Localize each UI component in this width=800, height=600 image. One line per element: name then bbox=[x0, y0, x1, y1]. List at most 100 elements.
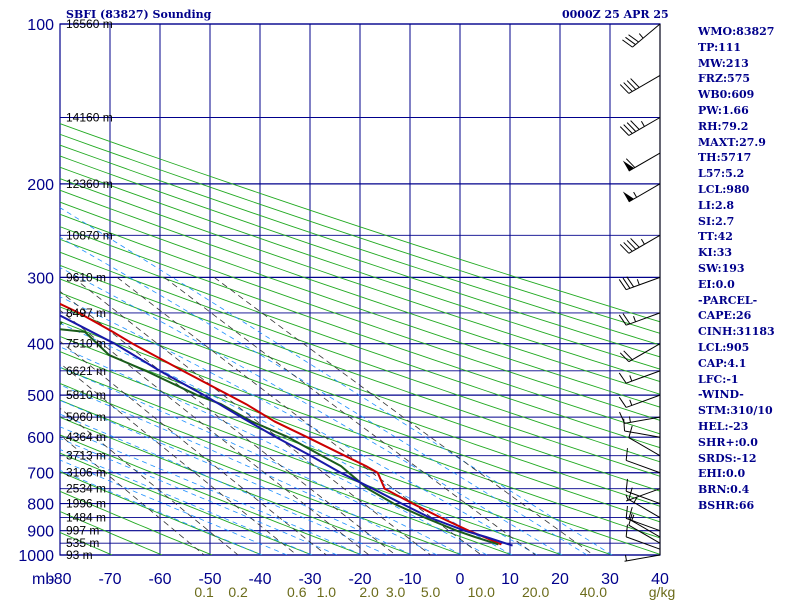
dry-adiabat bbox=[60, 133, 660, 334]
wind-barb-feather bbox=[625, 506, 628, 519]
dry-adiabat bbox=[60, 452, 313, 555]
stability-index: SW:193 bbox=[698, 261, 745, 275]
wind-barb-half-feather bbox=[636, 279, 640, 286]
wind-barb-feather bbox=[618, 396, 627, 408]
stability-index: TT:42 bbox=[698, 230, 733, 244]
dry-adiabat bbox=[60, 335, 660, 555]
wind-barb-staff bbox=[628, 518, 661, 538]
wind-barb-feather bbox=[618, 279, 627, 290]
temperature-tick-label: -40 bbox=[248, 571, 271, 588]
wind-barb-feather bbox=[623, 82, 633, 92]
temperature-tick-label: 20 bbox=[551, 571, 569, 588]
wind-barb-staff bbox=[626, 517, 661, 532]
wind-barb-half-feather bbox=[633, 497, 638, 503]
wind-barb-half-feather bbox=[640, 121, 645, 127]
dry-adiabat bbox=[60, 278, 660, 492]
dry-adiabat bbox=[60, 123, 660, 323]
stability-index: HEL:-23 bbox=[698, 419, 749, 433]
wind-barb bbox=[619, 343, 661, 363]
wind-barb-feather bbox=[625, 478, 628, 492]
wind-barb-staff bbox=[626, 536, 661, 550]
wind-barb-half-feather bbox=[629, 375, 633, 382]
wind-barb bbox=[622, 23, 661, 48]
wind-barb-feather bbox=[626, 122, 637, 132]
moist-adiabat bbox=[60, 267, 563, 555]
dry-adiabat bbox=[60, 264, 660, 477]
wind-barb-staff bbox=[626, 459, 661, 474]
dry-adiabat bbox=[60, 416, 413, 555]
dry-adiabat bbox=[60, 166, 660, 370]
dry-adiabat bbox=[60, 144, 660, 346]
wind-barb-feather bbox=[625, 36, 636, 45]
stability-index: LCL:980 bbox=[698, 182, 750, 196]
wind-barb-pennant bbox=[622, 160, 635, 172]
wind-barb-staff bbox=[628, 343, 661, 363]
wind-barb-half-feather bbox=[625, 494, 629, 501]
stability-index-list: WMO:83827 TP:111 MW:213 FRZ:575 WB0:609 PW:1.… bbox=[698, 24, 775, 514]
mixing-ratio-line bbox=[72, 277, 431, 555]
mixing-ratio-line bbox=[60, 340, 327, 555]
mixing-ratio-label: 2.0 bbox=[359, 584, 379, 600]
wind-barb-staff bbox=[624, 416, 661, 424]
height-label: 3106 m bbox=[66, 466, 106, 480]
moist-adiabat bbox=[60, 296, 538, 555]
wind-barb-staff bbox=[626, 312, 661, 326]
wind-barb bbox=[625, 488, 661, 502]
wind-barb bbox=[628, 506, 661, 538]
wind-barb-feather bbox=[625, 524, 628, 537]
height-label: 10870 m bbox=[66, 228, 113, 242]
wind-barb-feather bbox=[623, 242, 633, 252]
height-label: 12360 m bbox=[66, 177, 113, 191]
stability-index: WMO:83827 bbox=[698, 25, 775, 38]
temperature-tick-label: -10 bbox=[398, 571, 421, 588]
stability-index: SHR+:0.0 bbox=[698, 435, 758, 449]
stability-index: FRZ:575 bbox=[698, 72, 751, 86]
moist-adiabat bbox=[60, 399, 413, 555]
height-label: 7510 m bbox=[66, 337, 106, 351]
temperature-tick-label: -50 bbox=[198, 571, 221, 588]
mixing-ratio-label: 0.2 bbox=[228, 584, 248, 600]
height-label: 5810 m bbox=[66, 388, 106, 402]
height-label: 3713 m bbox=[66, 449, 106, 463]
wind-barb-staff bbox=[624, 430, 661, 438]
wind-barb-feather bbox=[628, 513, 633, 526]
height-label: 6621 m bbox=[66, 364, 106, 378]
dry-adiabat bbox=[60, 292, 660, 507]
wind-barb-feather bbox=[630, 78, 640, 88]
temperature-tick-label: 30 bbox=[601, 571, 619, 588]
dry-adiabat bbox=[60, 201, 660, 408]
mixing-ratio-label: 10.0 bbox=[468, 584, 495, 600]
mixing-ratio-unit: g/kg bbox=[649, 584, 675, 600]
wind-barb bbox=[619, 234, 661, 254]
temperature-tick-label: -70 bbox=[98, 571, 121, 588]
mixing-ratio-line bbox=[164, 277, 536, 555]
dry-adiabat bbox=[60, 178, 660, 382]
wind-barb-half-feather bbox=[638, 33, 644, 39]
height-label: 16560 m bbox=[66, 17, 113, 31]
stability-index: BSHR:66 bbox=[698, 498, 755, 512]
stability-index: BRN:0.4 bbox=[698, 483, 750, 497]
pressure-tick-label: 500 bbox=[27, 388, 54, 405]
height-label: 997 m bbox=[66, 524, 99, 538]
stability-index: KI:33 bbox=[698, 246, 733, 260]
stability-index: -PARCEL- bbox=[698, 293, 758, 307]
wind-barb-staff bbox=[632, 23, 661, 48]
height-label: 5060 m bbox=[66, 410, 106, 424]
wind-barb-half-feather bbox=[633, 315, 637, 322]
temperature-tick-label: -60 bbox=[148, 571, 171, 588]
wind-barb-feather bbox=[619, 126, 630, 136]
wind-barb bbox=[625, 524, 661, 550]
stability-index: CAPE:26 bbox=[698, 309, 752, 323]
pressure-tick-label: 300 bbox=[27, 270, 54, 287]
stability-index: L57:5.2 bbox=[698, 167, 745, 181]
mixing-ratio-line bbox=[60, 309, 370, 555]
height-labels: 16560 m 14160 m 12360 m 10870 m 9610 m 8497 m… bbox=[66, 17, 113, 562]
wind-barb-feather bbox=[622, 277, 631, 289]
wind-barb-half-feather bbox=[628, 416, 631, 423]
sounding-profiles bbox=[60, 302, 513, 547]
dry-adiabat bbox=[60, 510, 163, 555]
wind-barb-feather bbox=[630, 120, 640, 130]
stability-index: CINH:31183 bbox=[698, 325, 775, 339]
